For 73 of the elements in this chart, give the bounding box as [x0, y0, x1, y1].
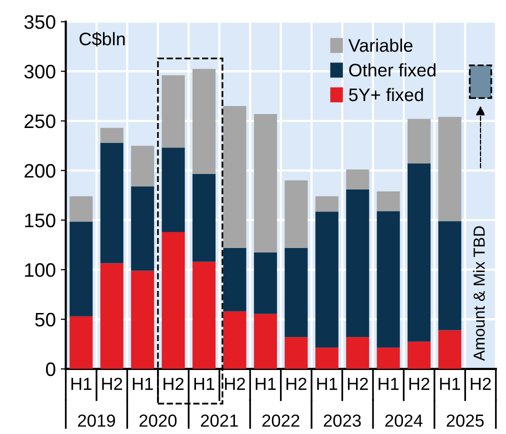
bar	[70, 222, 93, 316]
x-tick-label: H1	[132, 378, 153, 390]
text: 2024	[385, 414, 423, 427]
bar	[223, 248, 246, 312]
text: 2025	[446, 414, 484, 427]
annotation: Amount & Mix TBD	[473, 226, 485, 361]
y-tick-label: 300	[24, 64, 56, 79]
bar	[438, 116, 462, 222]
bar	[162, 75, 185, 148]
bar	[131, 186, 154, 271]
bar	[223, 106, 246, 248]
x-tick-label: H2	[102, 378, 122, 390]
bar	[315, 212, 338, 348]
x-tick-label: H1	[317, 378, 338, 390]
bar	[315, 348, 338, 369]
text: 2021	[200, 414, 238, 427]
x-tick-label: H2	[164, 378, 184, 390]
bar	[254, 314, 277, 369]
x-tick-label: H2	[470, 378, 491, 390]
bar	[315, 196, 338, 212]
text: 2023	[324, 414, 361, 427]
y-tick-label: 0	[46, 362, 56, 376]
x-tick-label: H1	[378, 378, 399, 390]
x-tick-label: H1	[194, 378, 214, 390]
y-tick-label: 100	[25, 263, 56, 277]
bar	[162, 148, 185, 232]
bar	[408, 164, 431, 342]
text: 2022	[262, 414, 300, 427]
bar	[438, 221, 462, 330]
x-tick-label: H2	[225, 378, 245, 390]
bar	[70, 316, 93, 369]
x-tick-label: H2	[348, 378, 368, 390]
bar	[100, 128, 124, 143]
y-axis-title: C$bln	[80, 32, 125, 46]
bar	[408, 118, 431, 164]
y-tick-label: 200	[24, 164, 56, 178]
bar	[408, 342, 431, 369]
x-tick-label: H1	[440, 378, 460, 390]
legend-label: Variable	[348, 38, 412, 52]
bar	[346, 189, 370, 338]
bar	[284, 248, 308, 338]
legend-label: 5Y+ fixed	[349, 88, 423, 102]
bar	[100, 263, 124, 369]
bar	[192, 262, 216, 369]
bar	[131, 146, 154, 186]
bar	[376, 348, 400, 369]
text: 2020	[140, 414, 177, 427]
bar	[192, 68, 216, 174]
x-tick-label: H2	[409, 378, 430, 390]
text: 2019	[78, 414, 115, 427]
y-tick-label: 350	[24, 15, 56, 29]
bar	[70, 196, 93, 222]
legend-label: Other fixed	[349, 63, 436, 77]
bar	[162, 232, 185, 369]
x-tick-label: H1	[256, 378, 276, 390]
bar	[192, 174, 216, 262]
y-tick-label: 150	[25, 214, 56, 228]
bar	[438, 330, 462, 369]
bar	[100, 142, 124, 264]
bar	[284, 180, 308, 248]
bar	[284, 337, 308, 369]
x-tick-label: H2	[286, 378, 306, 390]
x-tick-label: H1	[71, 378, 92, 390]
y-tick-label: 250	[24, 114, 56, 128]
bar	[346, 337, 370, 369]
bar	[254, 252, 277, 314]
bar	[223, 311, 246, 369]
bar	[131, 270, 154, 369]
bar	[376, 191, 400, 212]
bar	[254, 114, 277, 252]
bar	[346, 170, 370, 190]
bar	[376, 211, 400, 348]
y-tick-label: 50	[35, 312, 56, 327]
